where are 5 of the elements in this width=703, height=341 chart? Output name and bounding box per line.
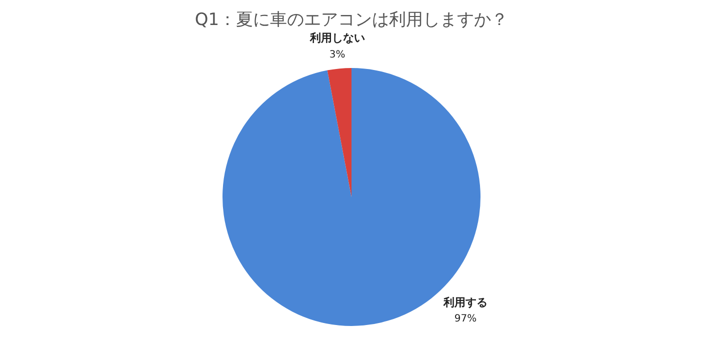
slice-label: 利用しない xyxy=(308,32,365,45)
chart-title: Q1：夏に車のエアコンは利用しますか？ xyxy=(194,9,510,32)
data-label: 97% xyxy=(454,314,477,325)
data-label: 3% xyxy=(329,49,346,60)
slice-label: 利用する xyxy=(442,296,488,309)
